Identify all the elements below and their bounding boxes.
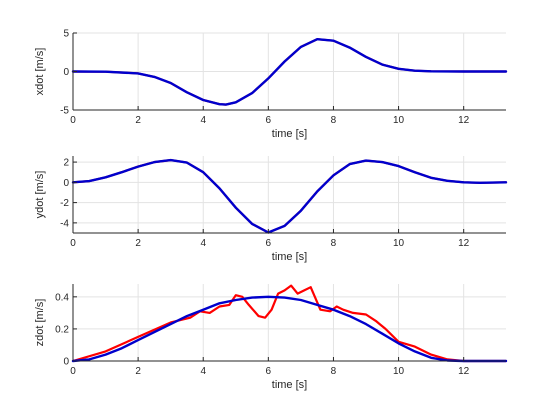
x-axis-label: time [s] [272, 128, 307, 140]
y-tick-label: 0 [63, 67, 69, 78]
x-tick-label: 8 [331, 238, 337, 249]
y-axis-label: xdot [m/s] [34, 48, 46, 96]
series-line-reference [71, 38, 508, 106]
x-tick-label: 12 [458, 238, 470, 249]
y-tick-label: -4 [60, 218, 69, 229]
x-tick-label: 4 [200, 238, 206, 249]
x-tick-label: 10 [393, 238, 405, 249]
series-line-reference [71, 295, 508, 363]
x-tick-label: 8 [331, 366, 337, 377]
y-tick-label: 2 [63, 158, 69, 169]
x-tick-label: 4 [200, 115, 206, 126]
x-tick-label: 6 [266, 115, 272, 126]
x-tick-label: 6 [266, 238, 272, 249]
x-tick-label: 12 [458, 115, 470, 126]
x-tick-label: 2 [135, 115, 141, 126]
x-tick-label: 2 [135, 238, 141, 249]
x-tick-label: 0 [70, 366, 76, 377]
y-tick-label: -5 [60, 106, 69, 117]
series-line-reference [71, 158, 508, 234]
y-axis-label: zdot [m/s] [34, 299, 46, 347]
x-axis-label: time [s] [272, 379, 307, 391]
y-tick-label: -2 [60, 198, 69, 209]
x-tick-label: 8 [331, 115, 337, 126]
x-axis-label: time [s] [272, 251, 307, 263]
x-tick-label: 10 [393, 366, 405, 377]
y-tick-label: 0 [63, 357, 69, 368]
x-tick-label: 10 [393, 115, 405, 126]
x-tick-label: 0 [70, 238, 76, 249]
x-tick-label: 0 [70, 115, 76, 126]
y-tick-label: 0.4 [55, 292, 69, 303]
x-tick-label: 4 [200, 366, 206, 377]
y-tick-label: 0.2 [55, 324, 69, 335]
x-tick-label: 12 [458, 366, 470, 377]
x-tick-label: 6 [266, 366, 272, 377]
y-axis-label: ydot [m/s] [34, 171, 46, 219]
y-tick-label: 0 [63, 178, 69, 189]
x-tick-label: 2 [135, 366, 141, 377]
y-tick-label: 5 [63, 29, 69, 40]
